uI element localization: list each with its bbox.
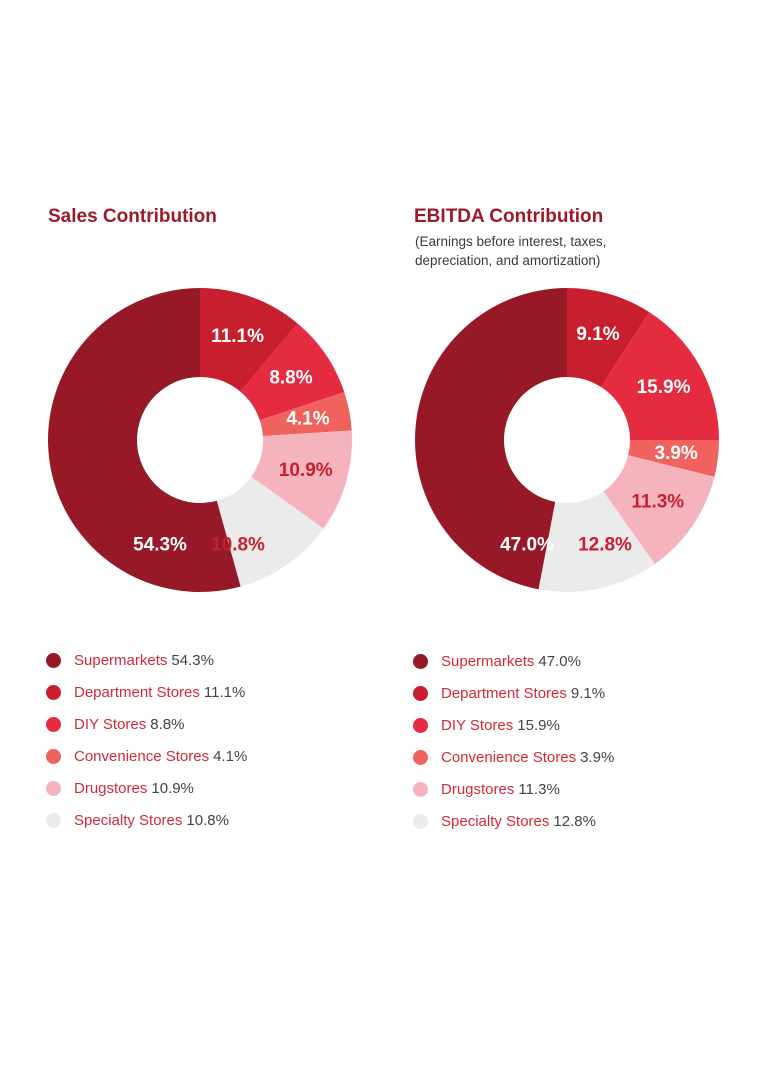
legend-item-convenience-stores: Convenience Stores 3.9%	[413, 741, 614, 773]
ebitda-panel: EBITDA Contribution (Earnings before int…	[384, 0, 768, 1086]
legend-label: Convenience Stores	[441, 748, 577, 766]
slice-label-department-stores: 11.1%	[211, 326, 264, 347]
legend-item-diy-stores: DIY Stores 15.9%	[413, 709, 614, 741]
slice-label-specialty-stores: 12.8%	[578, 535, 632, 556]
legend-label: DIY Stores	[441, 716, 514, 734]
legend-swatch	[413, 781, 428, 797]
legend-item-department-stores: Department Stores 11.1%	[46, 676, 247, 708]
slice-label-drugstores: 10.9%	[279, 460, 333, 481]
legend-label: Drugstores	[74, 779, 148, 797]
slice-convenience-stores	[259, 392, 352, 437]
legend-label: Supermarkets	[74, 651, 168, 669]
legend-value: 10.8%	[186, 811, 229, 829]
slice-diy-stores	[601, 312, 719, 440]
slice-label-convenience-stores: 3.9%	[655, 443, 698, 464]
legend-value: 54.3%	[171, 651, 214, 669]
legend-item-supermarkets: Supermarkets 54.3%	[46, 644, 247, 676]
slice-supermarkets	[48, 288, 241, 592]
slice-label-supermarkets: 47.0%	[500, 535, 554, 556]
slice-label-department-stores: 9.1%	[576, 324, 619, 345]
slice-department-stores	[200, 288, 298, 392]
legend-swatch	[46, 812, 61, 828]
sales-legend: Supermarkets 54.3% Department Stores 11.1% D…	[46, 644, 247, 836]
slice-specialty-stores	[216, 476, 324, 587]
slice-department-stores	[567, 288, 650, 388]
legend-swatch	[46, 716, 61, 732]
legend-item-specialty-stores: Specialty Stores 10.8%	[46, 804, 247, 836]
legend-label: Drugstores	[441, 780, 515, 798]
legend-swatch	[46, 684, 61, 700]
legend-swatch	[413, 717, 428, 733]
legend-label: Department Stores	[74, 683, 200, 701]
legend-value: 47.0%	[538, 652, 581, 670]
legend-value: 4.1%	[213, 747, 248, 765]
slice-label-drugstores: 11.3%	[631, 492, 684, 513]
slice-drugstores	[603, 455, 715, 565]
legend-swatch	[46, 780, 61, 796]
slice-diy-stores	[240, 323, 345, 421]
slice-label-diy-stores: 8.8%	[269, 368, 312, 389]
legend-value: 11.1%	[203, 683, 246, 701]
legend-value: 12.8%	[553, 812, 596, 830]
legend-swatch	[46, 652, 61, 668]
chart-title: Sales Contribution	[48, 206, 217, 227]
legend-item-convenience-stores: Convenience Stores 4.1%	[46, 740, 247, 772]
legend-value: 8.8%	[150, 715, 185, 733]
slice-supermarkets	[414, 288, 567, 590]
legend-swatch	[413, 749, 428, 765]
sales-donut-chart: 11.1%8.8% 4.1% 10.9% 10.8% 54.3%	[48, 288, 353, 592]
legend-label: Specialty Stores	[441, 812, 550, 830]
legend-label: Specialty Stores	[74, 811, 183, 829]
legend-value: 11.3%	[518, 780, 560, 798]
chart-title: EBITDA Contribution	[414, 206, 604, 227]
slice-label-convenience-stores: 4.1%	[286, 409, 329, 430]
legend-swatch	[46, 748, 61, 764]
legend-label: Supermarkets	[441, 652, 535, 670]
legend-item-drugstores: Drugstores 11.3%	[413, 773, 614, 805]
legend-item-specialty-stores: Specialty Stores 12.8%	[413, 805, 614, 837]
legend-value: 10.9%	[151, 779, 194, 797]
slice-specialty-stores	[538, 491, 655, 593]
legend-swatch	[413, 653, 428, 669]
legend-label: Department Stores	[441, 684, 567, 702]
slice-label-specialty-stores: 10.8%	[211, 535, 265, 556]
legend-value: 9.1%	[570, 684, 606, 702]
sales-panel: Sales Contribution 11.1% 8.8% 4.1% 10.9% 10.…	[46, 206, 353, 836]
slice-convenience-stores	[628, 440, 719, 477]
legend-swatch	[413, 813, 428, 829]
legend-label: DIY Stores	[74, 715, 147, 733]
legend-swatch	[413, 685, 428, 701]
chart-subtitle: (Earnings before interest, taxes, deprec…	[415, 234, 607, 268]
slice-label-diy-stores: 15.9%	[637, 377, 691, 398]
legend-item-diy-stores: DIY Stores 8.8%	[46, 708, 247, 740]
slice-label-supermarkets: 54.3%	[133, 535, 187, 556]
legend-value: 15.9%	[517, 716, 560, 734]
legend-item-department-stores: Department Stores 9.1%	[413, 677, 614, 709]
slice-drugstores	[251, 430, 353, 529]
legend-label: Convenience Stores	[74, 747, 210, 765]
legend-item-drugstores: Drugstores 10.9%	[46, 772, 247, 804]
legend-value: 3.9%	[580, 748, 615, 766]
legend-item-supermarkets: Supermarkets 47.0%	[413, 645, 614, 677]
ebitda-donut-chart: 9.1% 15.9% 3.9% 11.3% 12.8% 47.0%	[414, 288, 719, 593]
ebitda-legend: Supermarkets 47.0% Department Stores 9.1% DI…	[413, 645, 614, 837]
